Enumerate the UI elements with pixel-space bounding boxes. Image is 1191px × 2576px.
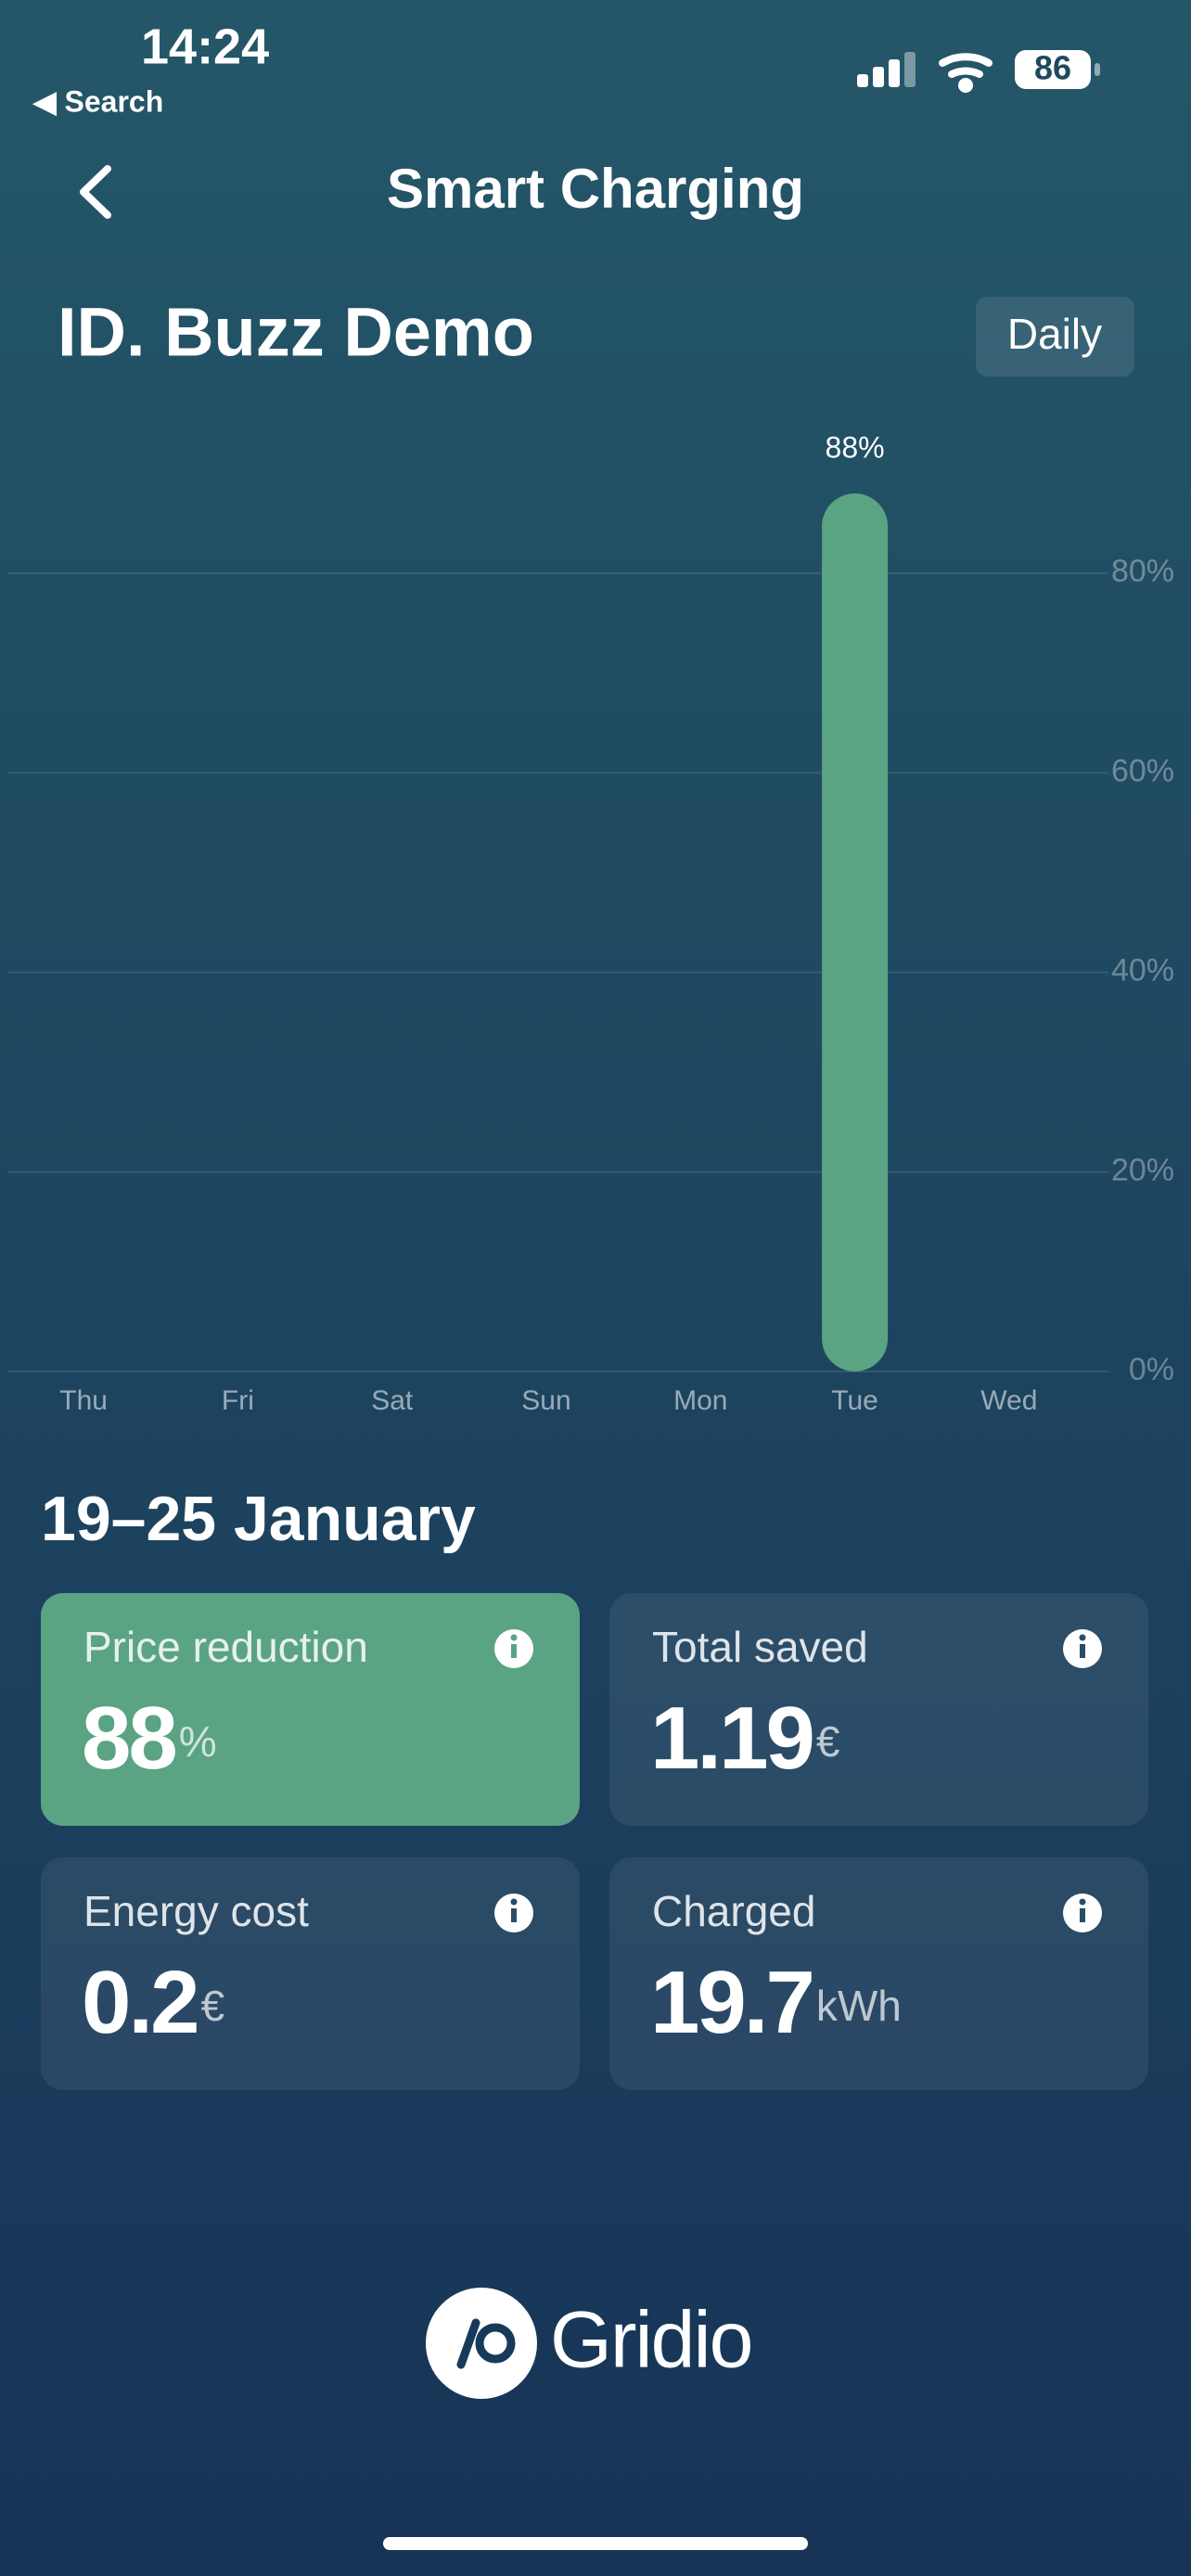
stat-number: 0.2 <box>82 1953 197 2052</box>
battery-icon <box>1015 50 1091 89</box>
bar-value-label: 88% <box>826 431 885 465</box>
signal-icon <box>857 52 916 87</box>
back-to-search[interactable]: ◀ Search <box>32 84 163 118</box>
stat-label: Charged <box>652 1887 815 1935</box>
logo-ring <box>475 2323 516 2364</box>
y-tick-label: 80% <box>1111 554 1174 589</box>
info-glyph-dot <box>510 1898 518 1906</box>
stat-card <box>609 1593 1148 1826</box>
x-tick-label: Thu <box>59 1385 108 1416</box>
back-button[interactable] <box>80 165 111 219</box>
bar <box>822 493 889 1371</box>
stat-number: 19.7 <box>650 1953 813 2052</box>
stat-label: Energy cost <box>83 1887 309 1935</box>
stat-value: 0.2€ <box>82 1953 224 2052</box>
x-tick-label: Mon <box>673 1385 727 1416</box>
info-glyph-dot <box>510 1634 518 1641</box>
home-indicator <box>383 2537 808 2550</box>
x-tick-label: Wed <box>980 1385 1037 1416</box>
y-tick-label: 40% <box>1111 953 1174 988</box>
stat-card <box>41 1857 580 2090</box>
stat-card <box>609 1857 1148 2090</box>
stat-label: Total saved <box>652 1623 868 1671</box>
status-time: 14:24 <box>141 19 269 74</box>
battery-level: 86 <box>1034 49 1071 87</box>
stat-unit: € <box>816 1717 840 1766</box>
stat-unit: kWh <box>816 1982 902 2030</box>
info-glyph-dot <box>1079 1634 1086 1641</box>
stat-number: 1.19 <box>650 1689 813 1788</box>
x-tick-label: Fri <box>222 1385 254 1416</box>
wifi-icon <box>939 53 992 93</box>
info-glyph <box>1080 1908 1085 1922</box>
chart: 0% 20% 40% 60% 80% Thu Fri Sat Sun Mon Tue 88% Wed <box>8 431 1174 1416</box>
info-glyph-dot <box>1079 1898 1086 1906</box>
period-button[interactable] <box>976 297 1134 376</box>
stat-label: Price reduction <box>83 1623 368 1671</box>
info-glyph <box>511 1644 517 1658</box>
stat-value: 19.7kWh <box>650 1953 902 2052</box>
info-glyph <box>1080 1644 1085 1658</box>
stat-card <box>41 1593 580 1826</box>
y-tick-label: 0% <box>1129 1352 1174 1387</box>
stat-number: 88 <box>82 1689 175 1788</box>
period-button-label[interactable]: Daily <box>1007 310 1102 358</box>
stat-unit: % <box>179 1717 217 1766</box>
x-tick-label: Tue <box>831 1385 878 1416</box>
y-tick-label: 20% <box>1111 1153 1174 1188</box>
x-tick-label: Sat <box>371 1385 414 1416</box>
y-tick-label: 60% <box>1111 753 1174 788</box>
stat-unit: € <box>200 1982 224 2030</box>
x-tick-label: Sun <box>521 1385 570 1416</box>
battery-tip <box>1095 63 1100 76</box>
info-glyph <box>511 1908 517 1922</box>
vehicle-name: ID. Buzz Demo <box>58 294 534 371</box>
page-title: Smart Charging <box>387 158 804 220</box>
period-range: 19–25 January <box>41 1484 476 1554</box>
logo-slash <box>456 2318 480 2369</box>
logo-text: Gridio <box>550 2296 751 2385</box>
stat-value: 1.19€ <box>650 1689 839 1788</box>
stat-value: 88% <box>82 1689 217 1788</box>
